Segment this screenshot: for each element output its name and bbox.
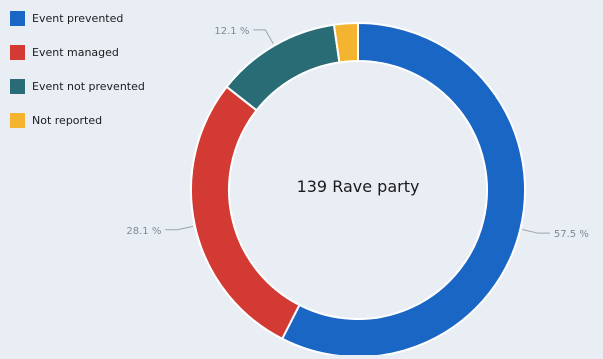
legend-item-event-prevented[interactable]: Event prevented bbox=[10, 10, 145, 26]
slice-event-not-prevented[interactable] bbox=[225, 23, 341, 112]
legend-label: Event not prevented bbox=[32, 79, 145, 93]
slice-value-label: 28.1 % bbox=[126, 226, 161, 237]
slice-event-managed[interactable] bbox=[190, 85, 301, 341]
slice-event-prevented[interactable] bbox=[280, 21, 526, 358]
center-label: 139 Rave party bbox=[297, 177, 420, 196]
legend-item-event-not-prevented[interactable]: Event not prevented bbox=[10, 78, 145, 94]
legend-swatch bbox=[10, 78, 25, 94]
callout-line bbox=[165, 225, 194, 231]
slice-value-label: 12.1 % bbox=[214, 26, 249, 37]
legend-swatch bbox=[10, 112, 25, 128]
legend-label: Event managed bbox=[32, 45, 119, 59]
legend: Event prevented Event managed Event not … bbox=[10, 10, 145, 146]
legend-swatch bbox=[10, 10, 25, 26]
callout-line bbox=[253, 29, 274, 44]
legend-item-not-reported[interactable]: Not reported bbox=[10, 112, 145, 128]
donut-slices bbox=[190, 21, 526, 358]
slice-not-reported[interactable] bbox=[332, 21, 359, 64]
slice-callouts: 57.5 % 28.1 % 12.1 % bbox=[126, 26, 588, 240]
legend-label: Not reported bbox=[32, 113, 103, 127]
callout-line bbox=[522, 228, 550, 234]
legend-item-event-managed[interactable]: Event managed bbox=[10, 44, 145, 60]
slice-value-label: 57.5 % bbox=[554, 229, 589, 240]
legend-swatch bbox=[10, 44, 25, 60]
legend-label: Event prevented bbox=[32, 11, 124, 25]
